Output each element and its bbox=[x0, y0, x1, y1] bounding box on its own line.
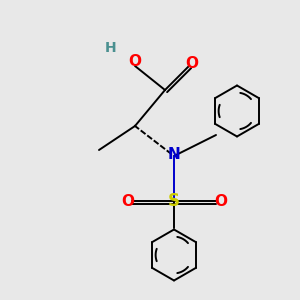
Text: S: S bbox=[168, 192, 180, 210]
Text: N: N bbox=[168, 147, 180, 162]
Text: O: O bbox=[214, 194, 227, 208]
Text: O: O bbox=[185, 56, 199, 70]
Text: O: O bbox=[121, 194, 134, 208]
Text: O: O bbox=[128, 54, 142, 69]
Text: H: H bbox=[105, 41, 117, 55]
